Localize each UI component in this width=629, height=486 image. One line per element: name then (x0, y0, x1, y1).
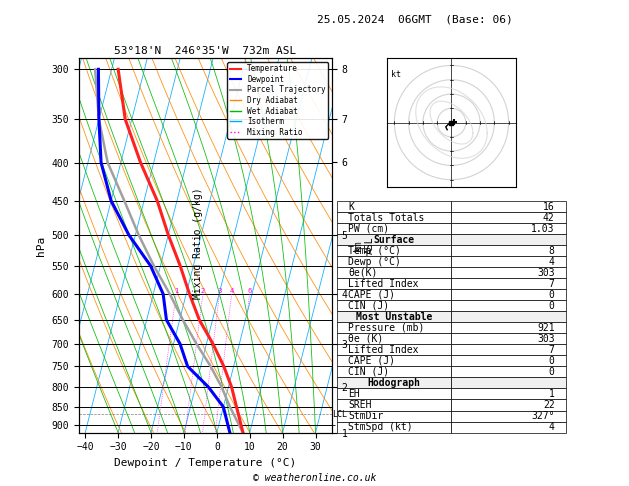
Text: 6: 6 (247, 288, 252, 294)
Text: 25.05.2024  06GMT  (Base: 06): 25.05.2024 06GMT (Base: 06) (317, 15, 513, 25)
Text: LCL: LCL (332, 410, 347, 418)
Y-axis label: km
ASL: km ASL (353, 237, 375, 254)
Y-axis label: hPa: hPa (36, 235, 46, 256)
X-axis label: Dewpoint / Temperature (°C): Dewpoint / Temperature (°C) (114, 458, 296, 468)
Text: kt: kt (391, 70, 401, 79)
Text: © weatheronline.co.uk: © weatheronline.co.uk (253, 473, 376, 483)
Text: 4: 4 (230, 288, 234, 294)
Title: 53°18'N  246°35'W  732m ASL: 53°18'N 246°35'W 732m ASL (114, 46, 296, 56)
Text: 1: 1 (174, 288, 179, 294)
Text: 3: 3 (217, 288, 222, 294)
Legend: Temperature, Dewpoint, Parcel Trajectory, Dry Adiabat, Wet Adiabat, Isotherm, Mi: Temperature, Dewpoint, Parcel Trajectory… (228, 62, 328, 139)
Text: Mixing Ratio (g/kg): Mixing Ratio (g/kg) (193, 187, 203, 299)
Text: 2: 2 (201, 288, 205, 294)
